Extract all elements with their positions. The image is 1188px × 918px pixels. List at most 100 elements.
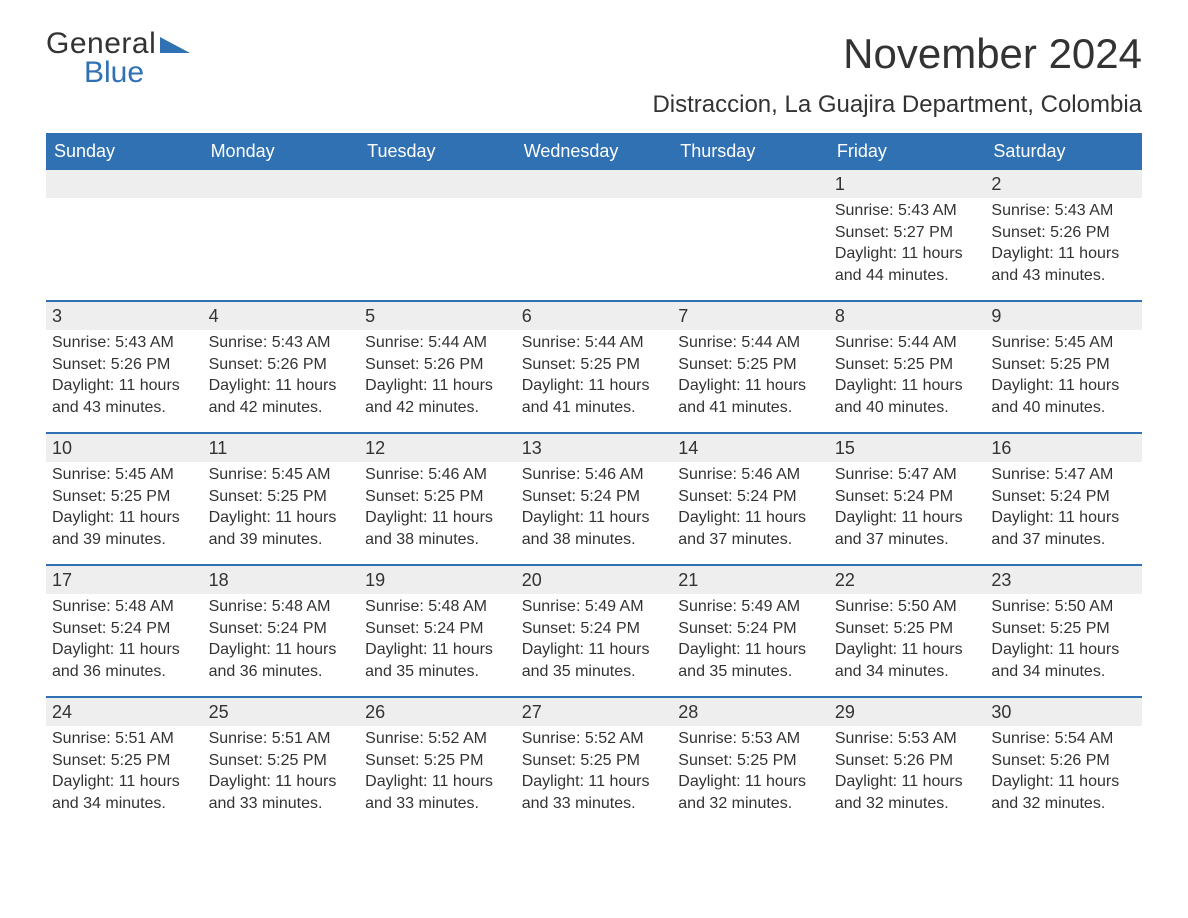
day-number: 12	[359, 434, 516, 462]
day-details: Sunrise: 5:46 AMSunset: 5:25 PMDaylight:…	[359, 462, 516, 556]
daylight-text: Daylight: 11 hours and 34 minutes.	[991, 639, 1136, 682]
daylight-text: Daylight: 11 hours and 34 minutes.	[52, 771, 197, 814]
calendar-cell: 4Sunrise: 5:43 AMSunset: 5:26 PMDaylight…	[203, 300, 360, 432]
daylight-text: Daylight: 11 hours and 39 minutes.	[52, 507, 197, 550]
day-details: Sunrise: 5:43 AMSunset: 5:26 PMDaylight:…	[46, 330, 203, 424]
calendar-cell: 10Sunrise: 5:45 AMSunset: 5:25 PMDayligh…	[46, 432, 203, 564]
sunrise-text: Sunrise: 5:43 AM	[52, 332, 197, 354]
sunset-text: Sunset: 5:25 PM	[678, 750, 823, 772]
sunrise-text: Sunrise: 5:48 AM	[365, 596, 510, 618]
daylight-text: Daylight: 11 hours and 35 minutes.	[522, 639, 667, 682]
calendar-cell: 16Sunrise: 5:47 AMSunset: 5:24 PMDayligh…	[985, 432, 1142, 564]
calendar-cell: 5Sunrise: 5:44 AMSunset: 5:26 PMDaylight…	[359, 300, 516, 432]
daylight-text: Daylight: 11 hours and 33 minutes.	[365, 771, 510, 814]
page-title: November 2024	[843, 30, 1142, 78]
day-details: Sunrise: 5:44 AMSunset: 5:25 PMDaylight:…	[672, 330, 829, 424]
brand-mark-icon	[160, 30, 190, 59]
sunrise-text: Sunrise: 5:44 AM	[365, 332, 510, 354]
day-details: Sunrise: 5:45 AMSunset: 5:25 PMDaylight:…	[985, 330, 1142, 424]
daylight-text: Daylight: 11 hours and 33 minutes.	[522, 771, 667, 814]
day-number	[359, 170, 516, 198]
calendar-cell: 20Sunrise: 5:49 AMSunset: 5:24 PMDayligh…	[516, 564, 673, 696]
day-details: Sunrise: 5:44 AMSunset: 5:25 PMDaylight:…	[829, 330, 986, 424]
day-number: 8	[829, 302, 986, 330]
day-number: 21	[672, 566, 829, 594]
sunrise-text: Sunrise: 5:54 AM	[991, 728, 1136, 750]
calendar-cell: 7Sunrise: 5:44 AMSunset: 5:25 PMDaylight…	[672, 300, 829, 432]
sunrise-text: Sunrise: 5:47 AM	[835, 464, 980, 486]
daylight-text: Daylight: 11 hours and 34 minutes.	[835, 639, 980, 682]
day-details: Sunrise: 5:53 AMSunset: 5:26 PMDaylight:…	[829, 726, 986, 820]
sunset-text: Sunset: 5:25 PM	[991, 618, 1136, 640]
page-header: General Blue November 2024	[46, 30, 1142, 87]
day-number: 22	[829, 566, 986, 594]
day-number: 23	[985, 566, 1142, 594]
sunrise-text: Sunrise: 5:47 AM	[991, 464, 1136, 486]
calendar-day-header: Saturday	[985, 133, 1142, 168]
sunset-text: Sunset: 5:24 PM	[522, 618, 667, 640]
day-number: 19	[359, 566, 516, 594]
day-number: 13	[516, 434, 673, 462]
daylight-text: Daylight: 11 hours and 43 minutes.	[991, 243, 1136, 286]
sunrise-text: Sunrise: 5:43 AM	[209, 332, 354, 354]
day-number: 28	[672, 698, 829, 726]
calendar-cell: 24Sunrise: 5:51 AMSunset: 5:25 PMDayligh…	[46, 696, 203, 828]
calendar-cell: 17Sunrise: 5:48 AMSunset: 5:24 PMDayligh…	[46, 564, 203, 696]
day-details: Sunrise: 5:53 AMSunset: 5:25 PMDaylight:…	[672, 726, 829, 820]
sunset-text: Sunset: 5:24 PM	[365, 618, 510, 640]
day-details: Sunrise: 5:52 AMSunset: 5:25 PMDaylight:…	[359, 726, 516, 820]
sunset-text: Sunset: 5:25 PM	[835, 354, 980, 376]
calendar-cell: 19Sunrise: 5:48 AMSunset: 5:24 PMDayligh…	[359, 564, 516, 696]
day-number: 10	[46, 434, 203, 462]
sunrise-text: Sunrise: 5:44 AM	[835, 332, 980, 354]
day-number: 24	[46, 698, 203, 726]
sunset-text: Sunset: 5:24 PM	[835, 486, 980, 508]
sunset-text: Sunset: 5:24 PM	[678, 486, 823, 508]
day-details: Sunrise: 5:54 AMSunset: 5:26 PMDaylight:…	[985, 726, 1142, 820]
day-number: 5	[359, 302, 516, 330]
day-number	[46, 170, 203, 198]
day-details: Sunrise: 5:51 AMSunset: 5:25 PMDaylight:…	[203, 726, 360, 820]
day-number: 29	[829, 698, 986, 726]
sunrise-text: Sunrise: 5:46 AM	[365, 464, 510, 486]
sunset-text: Sunset: 5:25 PM	[365, 750, 510, 772]
calendar-cell: 15Sunrise: 5:47 AMSunset: 5:24 PMDayligh…	[829, 432, 986, 564]
sunrise-text: Sunrise: 5:48 AM	[209, 596, 354, 618]
sunset-text: Sunset: 5:25 PM	[678, 354, 823, 376]
daylight-text: Daylight: 11 hours and 39 minutes.	[209, 507, 354, 550]
sunset-text: Sunset: 5:26 PM	[991, 750, 1136, 772]
day-number: 6	[516, 302, 673, 330]
sunrise-text: Sunrise: 5:45 AM	[209, 464, 354, 486]
daylight-text: Daylight: 11 hours and 37 minutes.	[835, 507, 980, 550]
calendar-cell: 29Sunrise: 5:53 AMSunset: 5:26 PMDayligh…	[829, 696, 986, 828]
sunset-text: Sunset: 5:24 PM	[52, 618, 197, 640]
day-number	[203, 170, 360, 198]
sunset-text: Sunset: 5:24 PM	[209, 618, 354, 640]
sunset-text: Sunset: 5:26 PM	[209, 354, 354, 376]
calendar-day-header: Friday	[829, 133, 986, 168]
daylight-text: Daylight: 11 hours and 35 minutes.	[678, 639, 823, 682]
sunrise-text: Sunrise: 5:49 AM	[678, 596, 823, 618]
calendar-cell: 26Sunrise: 5:52 AMSunset: 5:25 PMDayligh…	[359, 696, 516, 828]
day-number: 9	[985, 302, 1142, 330]
day-number: 2	[985, 170, 1142, 198]
day-number: 14	[672, 434, 829, 462]
day-details: Sunrise: 5:47 AMSunset: 5:24 PMDaylight:…	[829, 462, 986, 556]
calendar-cell	[359, 168, 516, 300]
daylight-text: Daylight: 11 hours and 32 minutes.	[678, 771, 823, 814]
calendar-cell	[46, 168, 203, 300]
daylight-text: Daylight: 11 hours and 36 minutes.	[52, 639, 197, 682]
daylight-text: Daylight: 11 hours and 42 minutes.	[209, 375, 354, 418]
sunrise-text: Sunrise: 5:53 AM	[835, 728, 980, 750]
sunset-text: Sunset: 5:25 PM	[365, 486, 510, 508]
calendar-day-header: Wednesday	[516, 133, 673, 168]
sunrise-text: Sunrise: 5:43 AM	[991, 200, 1136, 222]
calendar-cell: 30Sunrise: 5:54 AMSunset: 5:26 PMDayligh…	[985, 696, 1142, 828]
sunset-text: Sunset: 5:25 PM	[52, 486, 197, 508]
day-details: Sunrise: 5:43 AMSunset: 5:26 PMDaylight:…	[203, 330, 360, 424]
sunrise-text: Sunrise: 5:45 AM	[991, 332, 1136, 354]
day-number: 20	[516, 566, 673, 594]
brand-word-2: Blue	[84, 59, 190, 88]
day-details: Sunrise: 5:48 AMSunset: 5:24 PMDaylight:…	[359, 594, 516, 688]
sunrise-text: Sunrise: 5:48 AM	[52, 596, 197, 618]
